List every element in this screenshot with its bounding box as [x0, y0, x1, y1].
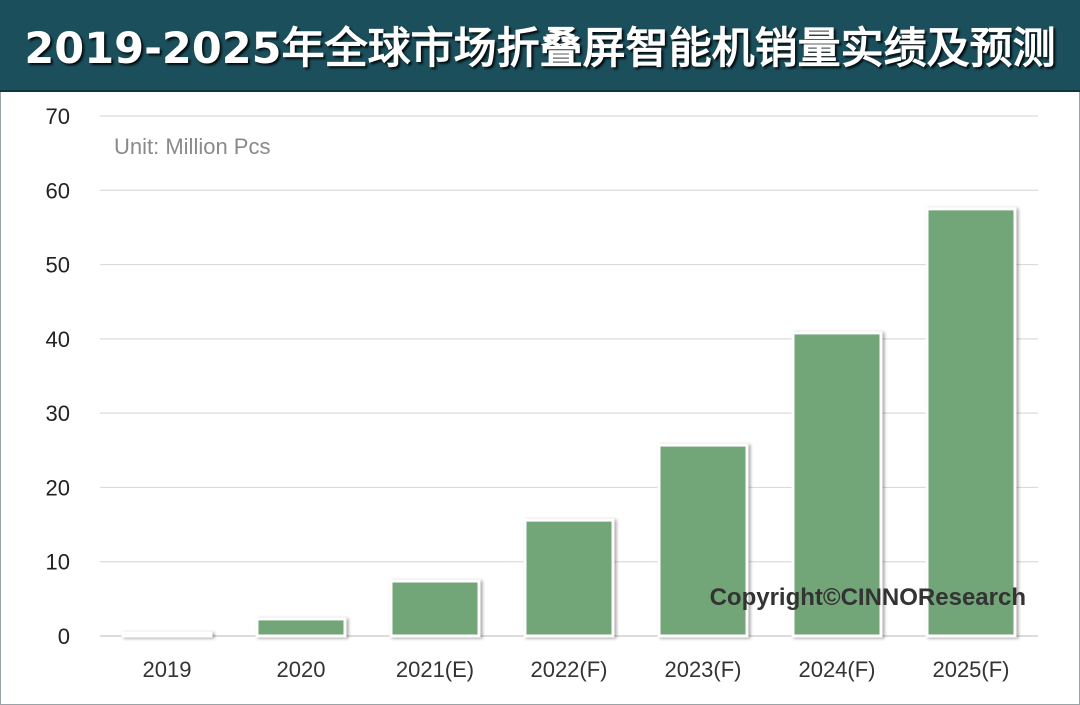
x-tick-label: 2023(F) [664, 657, 741, 682]
x-axis: 2019 2020 2021(E) 2022(F) 2023(F) 2024(F) 2025… [143, 657, 1010, 682]
x-tick-label: 2024(F) [798, 657, 875, 682]
bar-2024f [791, 331, 883, 638]
y-tick-label: 0 [58, 624, 70, 649]
x-tick-label: 2022(F) [530, 657, 607, 682]
y-tick-label: 30 [46, 401, 70, 426]
unit-label: Unit: Million Pcs [114, 134, 270, 159]
bar-2022f [523, 518, 615, 638]
x-tick-label: 2021(E) [396, 657, 474, 682]
bars [121, 207, 1017, 638]
x-tick-label: 2019 [143, 657, 192, 682]
y-tick-label: 20 [46, 475, 70, 500]
y-tick-label: 50 [46, 253, 70, 278]
title-bar: 2019-2025年全球市场折叠屏智能机销量实绩及预测 [0, 0, 1080, 92]
y-axis: 0 10 20 30 40 50 60 70 [46, 104, 70, 649]
bar-2021e [389, 579, 481, 638]
bar-2023f [657, 443, 749, 638]
bar-2019 [121, 631, 213, 638]
y-tick-label: 70 [46, 104, 70, 129]
bar-2025f [925, 207, 1017, 638]
copyright-label: Copyright©CINNOResearch [710, 584, 1026, 611]
y-tick-label: 40 [46, 327, 70, 352]
x-tick-label: 2020 [277, 657, 326, 682]
x-tick-label: 2025(F) [932, 657, 1009, 682]
bar-2020 [255, 617, 347, 638]
chart-title: 2019-2025年全球市场折叠屏智能机销量实绩及预测 [24, 24, 1056, 74]
y-tick-label: 10 [46, 550, 70, 575]
y-tick-label: 60 [46, 178, 70, 203]
